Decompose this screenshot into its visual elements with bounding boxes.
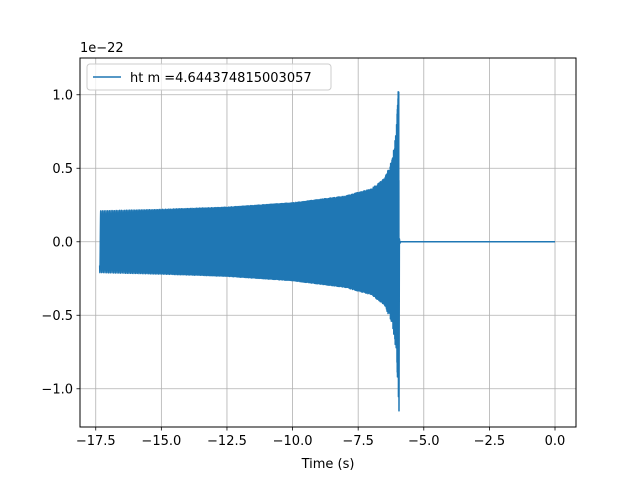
legend-box [86,63,332,91]
legend-label: ht m =4.644374815003057 [130,71,312,86]
axes-frame [79,57,577,428]
x-tick-label: −10.0 [273,434,313,449]
x-tick-label: −12.5 [207,434,247,449]
y-tick-label: −0.5 [41,309,73,324]
x-axis: −17.5 −15.0 −12.5 −10.0 −7.5 −5.0 −2.5 0.0 [76,427,566,449]
series-line [98,90,556,412]
x-tick-label: −2.5 [474,434,506,449]
y-tick-label: 0.5 [52,162,73,177]
y-offset-text: 1e−22 [80,41,124,56]
x-tick-label: −15.0 [141,434,181,449]
plot-area [98,90,556,412]
x-axis-label: Time (s) [301,457,355,472]
y-tick-label: 0.0 [52,235,73,250]
y-axis: −1.0 −0.5 0.0 0.5 1.0 [41,88,80,397]
x-tick-label: 0.0 [545,434,566,449]
x-tick-label: −17.5 [76,434,116,449]
x-tick-label: −7.5 [342,434,374,449]
legend: ht m =4.644374815003057 [86,63,332,91]
y-tick-label: −1.0 [41,382,73,397]
y-tick-label: 1.0 [52,88,73,103]
x-tick-label: −5.0 [408,434,440,449]
